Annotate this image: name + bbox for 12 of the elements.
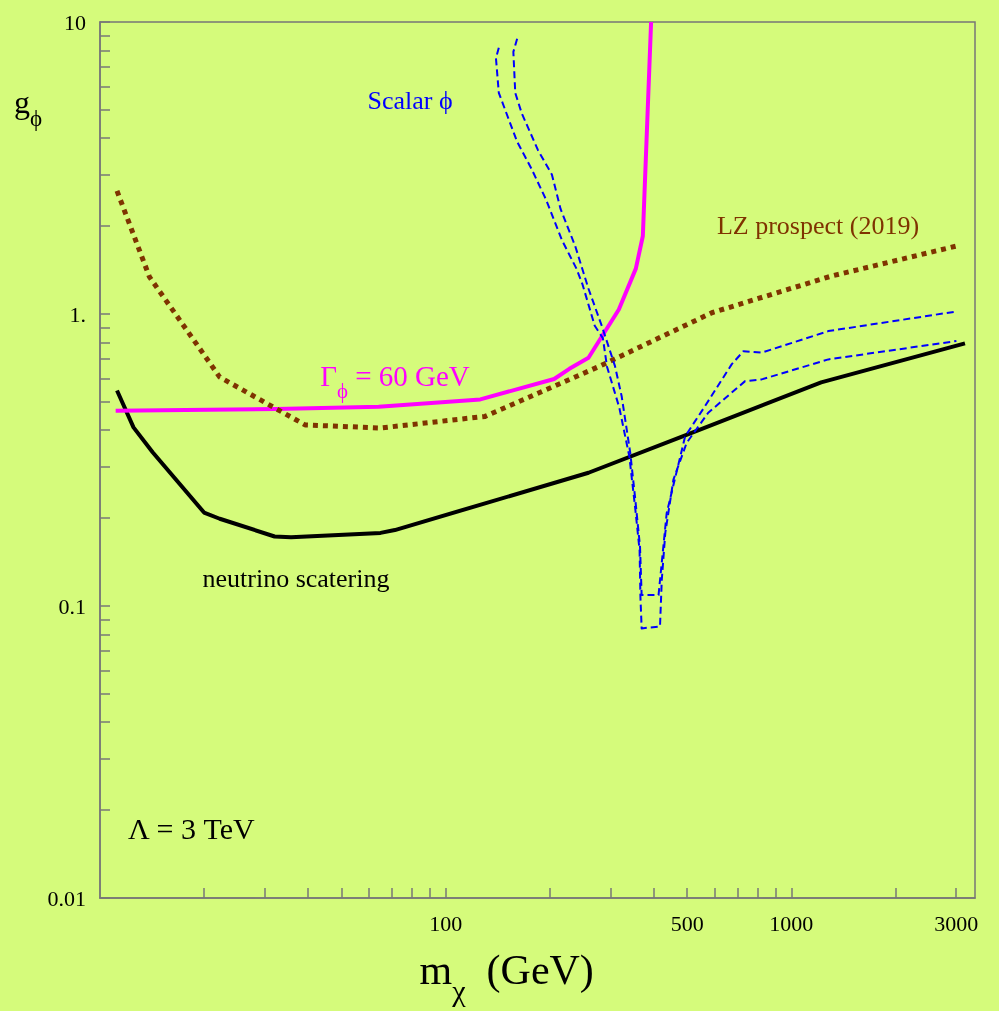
y-tick-label: 0.01 bbox=[47, 885, 86, 911]
annotation: Λ = 3 TeV bbox=[128, 811, 255, 845]
x-tick-label: 3000 bbox=[934, 910, 979, 936]
series-label: neutrino scatering bbox=[202, 564, 390, 594]
y-tick-label: 10 bbox=[64, 9, 86, 35]
x-tick-label: 500 bbox=[670, 910, 704, 936]
x-tick-label: 1000 bbox=[769, 910, 814, 936]
y-tick-label: 0.1 bbox=[58, 593, 86, 619]
series-label: LZ prospect (2019) bbox=[716, 211, 920, 241]
series-label: Scalar ϕ bbox=[367, 86, 453, 116]
x-tick-label: 100 bbox=[429, 910, 463, 936]
y-tick-label: 1. bbox=[69, 301, 86, 327]
